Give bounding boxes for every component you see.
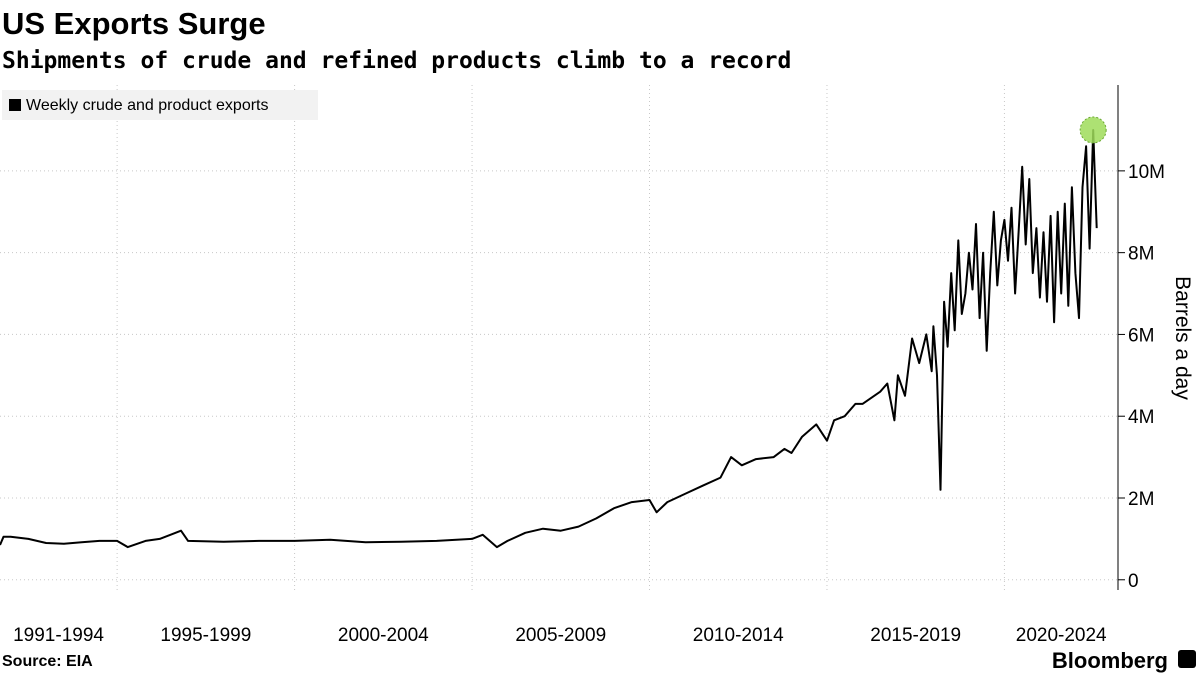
y-tick-label: 2M <box>1128 489 1154 510</box>
brand-icon <box>1178 650 1196 668</box>
x-tick-label: 2005-2009 <box>515 625 606 646</box>
peak-marker <box>1079 116 1107 144</box>
brand: Bloomberg <box>1052 648 1168 673</box>
chart-title: US Exports Surge <box>2 6 266 41</box>
x-tick-label: 2015-2019 <box>870 625 961 646</box>
legend-swatch <box>9 99 21 111</box>
legend-label: Weekly crude and product exports <box>26 97 269 114</box>
x-tick-label: 2010-2014 <box>693 625 784 646</box>
y-tick-label: 10M <box>1128 162 1165 183</box>
y-axis-label: Barrels a day <box>1171 276 1194 400</box>
y-tick-label: 4M <box>1128 407 1154 428</box>
x-tick-label: 2000-2004 <box>338 625 429 646</box>
y-tick-label: 6M <box>1128 325 1154 346</box>
y-tick-label: 8M <box>1128 244 1154 265</box>
x-tick-label: 2020-2024 <box>1016 625 1107 646</box>
chart-subtitle: Shipments of crude and refined products … <box>2 48 791 74</box>
legend-box <box>2 90 318 120</box>
source: Source: EIA <box>2 653 93 670</box>
x-tick-label: 1991-1994 <box>13 625 104 646</box>
series-line <box>0 129 1098 549</box>
x-tick-label: 1995-1999 <box>160 625 251 646</box>
y-tick-label: 0 <box>1128 571 1139 592</box>
